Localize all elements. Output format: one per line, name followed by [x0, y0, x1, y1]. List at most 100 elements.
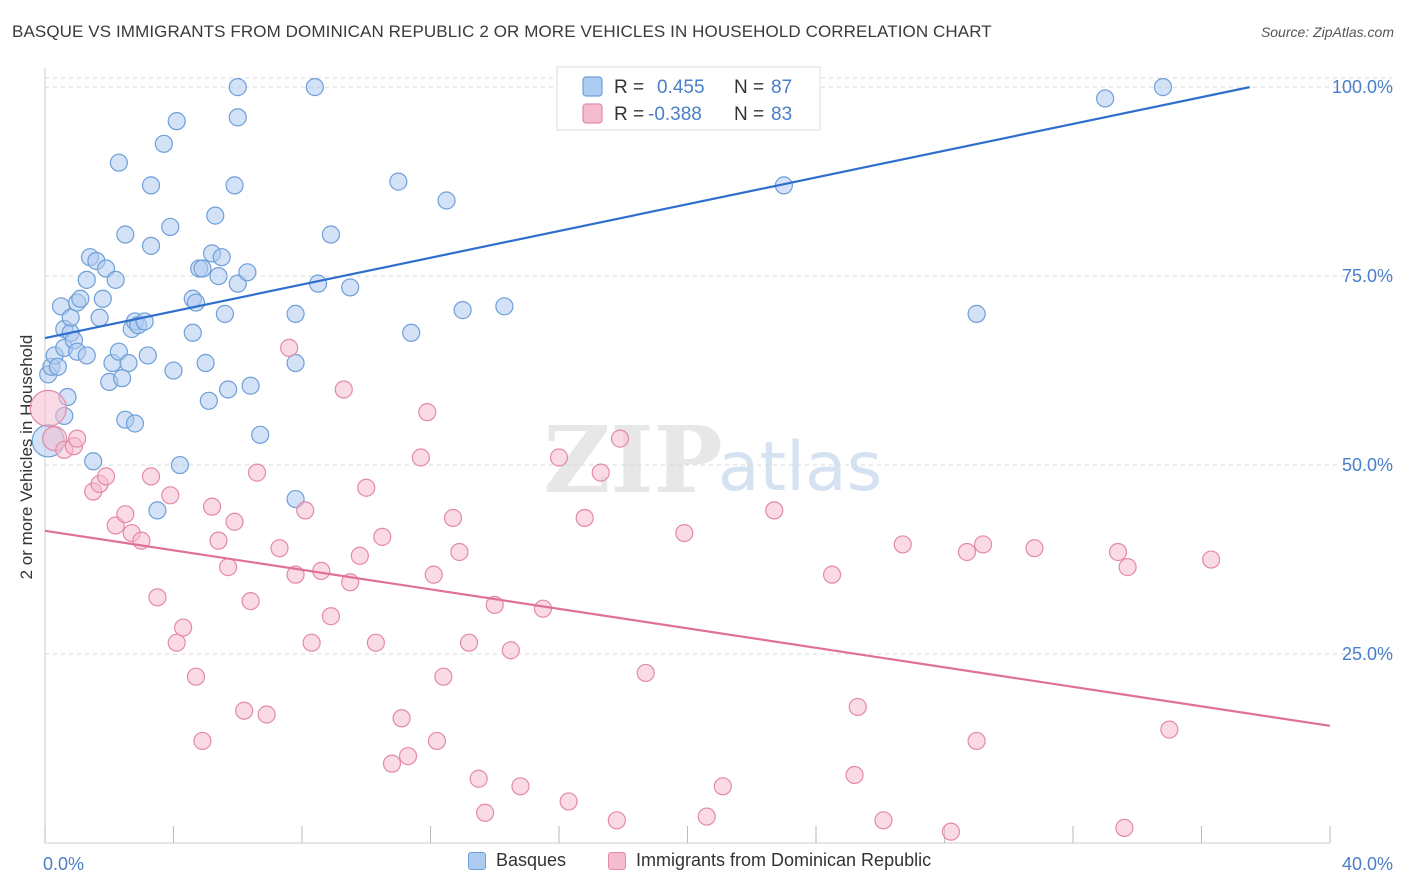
dominican-point [161, 486, 180, 505]
basque-point [141, 236, 161, 255]
dominican-point [822, 565, 842, 584]
basque-points [31, 78, 1173, 520]
dominican-point [874, 811, 893, 830]
basque-point [225, 176, 244, 195]
basque-point [209, 266, 228, 286]
dominican-point [373, 527, 392, 546]
dominican-point [392, 709, 411, 728]
basque-point [154, 134, 173, 153]
basque-point [109, 153, 128, 172]
dominican-point [1108, 542, 1128, 562]
basque-point [437, 191, 456, 210]
dominican-point [607, 811, 626, 830]
legend-r-label: R = [614, 104, 644, 125]
dominican-point [434, 667, 453, 686]
dominican-point [941, 822, 961, 841]
dominican-point [713, 777, 732, 796]
dominican-point [241, 592, 260, 611]
basque-point [183, 323, 202, 342]
basque-point [90, 308, 109, 327]
dominican-point [366, 633, 385, 652]
basque-point [389, 172, 408, 191]
y-tick-label: 75.0% [1342, 266, 1393, 286]
basque-point [141, 176, 161, 195]
chart-title: BASQUE VS IMMIGRANTS FROM DOMINICAN REPU… [12, 22, 992, 41]
basque-point [1153, 78, 1173, 97]
dominican-point [219, 558, 238, 577]
bottom-legend: Basques Immigrants from Dominican Republ… [0, 850, 1406, 880]
dominican-point [636, 663, 655, 683]
basque-point [164, 361, 183, 380]
source-label: Source: ZipAtlas.com [1260, 24, 1394, 40]
basques-swatch-icon [468, 851, 486, 870]
basque-point [495, 297, 514, 316]
dominican-point [973, 535, 993, 554]
dominican-point [1025, 539, 1044, 558]
basque-point [251, 425, 270, 444]
legend-item-basques[interactable]: Basques [468, 850, 566, 871]
dominican-legend-swatch-icon [582, 103, 603, 124]
watermark-zip: ZIP [543, 406, 722, 514]
dominican-point [141, 467, 161, 486]
dominican-point [610, 429, 630, 448]
basque-legend-swatch-icon [582, 76, 603, 97]
dominican-point [270, 539, 289, 558]
x-tick-label: 0.0% [43, 854, 84, 874]
correlation-legend: R = 0.455 N = 87 R = -0.388 N = 83 [556, 66, 821, 131]
basque-point [167, 112, 186, 131]
dominican-point [511, 777, 530, 796]
dominican-point [167, 633, 186, 652]
dominican-point [29, 389, 67, 427]
dominican-point [148, 588, 167, 607]
basque-point [228, 78, 247, 97]
legend-r-value: 0.455 [657, 77, 705, 98]
legend-n-value: 83 [771, 104, 792, 125]
dominican-point [350, 546, 369, 565]
dominican-swatch-icon [608, 851, 626, 870]
dominican-point [411, 448, 430, 467]
dominican-point [675, 523, 694, 543]
dominican-point [697, 807, 716, 826]
dominican-point [186, 667, 206, 686]
dominican-point [209, 531, 228, 550]
basque-point [967, 304, 986, 323]
legend-n-label: N = [734, 77, 764, 98]
dominican-point [893, 535, 912, 554]
dominican-point [382, 754, 402, 773]
basque-point [193, 259, 212, 278]
dominican-point [193, 731, 212, 751]
basque-point [215, 304, 234, 323]
basque-point [453, 301, 472, 320]
dominican-point [424, 565, 443, 584]
dominican-point [96, 467, 116, 486]
dominican-point [1115, 818, 1134, 837]
dominican-trend-line [44, 529, 1331, 727]
dominican-point [418, 403, 437, 422]
basque-point [241, 376, 260, 395]
dominican-point [302, 633, 321, 652]
dominican-point [443, 508, 463, 528]
dominican-point [575, 508, 594, 528]
legend-item-dominican[interactable]: Immigrants from Dominican Republic [608, 850, 931, 871]
legend-label-basques: Basques [496, 850, 567, 870]
dominican-points [29, 338, 1221, 841]
basque-point [48, 357, 67, 376]
basque-point [84, 452, 103, 471]
basque-point [71, 289, 90, 308]
dominican-point [68, 429, 87, 448]
dominican-point [450, 542, 469, 562]
basque-point [116, 225, 135, 244]
basque-point [286, 353, 305, 373]
dominican-point [427, 731, 447, 751]
basque-point [286, 304, 305, 323]
basque-point [1096, 89, 1115, 108]
dominican-point [765, 501, 784, 520]
basque-point [161, 217, 180, 237]
dominican-point [459, 633, 479, 652]
dominican-point [501, 641, 520, 660]
dominican-point [116, 505, 135, 524]
dominican-point [1118, 558, 1137, 577]
basque-point [212, 248, 231, 267]
basque-point [305, 78, 324, 97]
basque-point [148, 501, 167, 520]
